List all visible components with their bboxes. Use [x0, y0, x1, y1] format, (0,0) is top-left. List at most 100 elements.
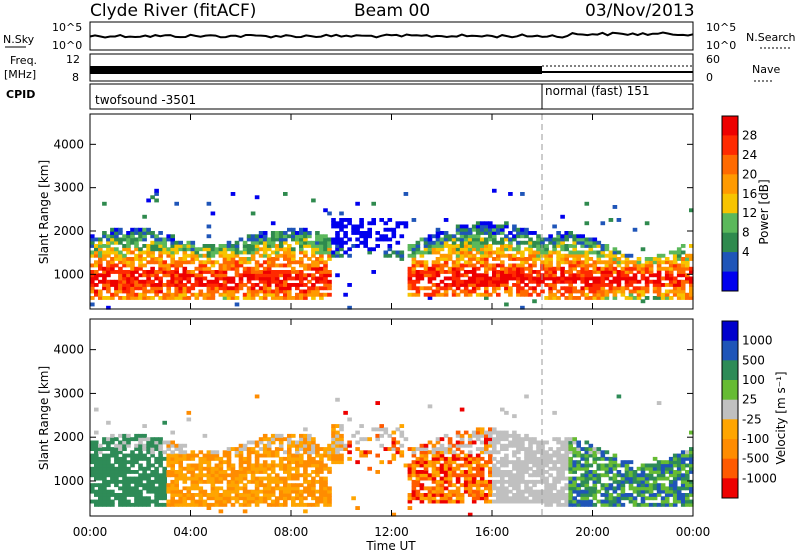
heatmap-cell [202, 244, 208, 248]
heatmap-cell [154, 273, 159, 278]
heatmap-cell [299, 447, 304, 451]
heatmap-cell [303, 240, 308, 245]
heatmap-cell [496, 437, 501, 442]
heatmap-cell [492, 270, 497, 274]
heatmap-cell [556, 460, 561, 465]
heatmap-cell [656, 260, 662, 265]
heatmap-cell [94, 499, 99, 504]
heatmap-cell [435, 447, 441, 451]
heatmap-cell [270, 237, 276, 242]
heatmap-cell [516, 231, 521, 235]
heatmap-cell [278, 240, 284, 245]
heatmap-cell [174, 483, 179, 488]
heatmap-cell [520, 447, 525, 451]
heatmap-cell [467, 253, 473, 258]
heatmap-cell [110, 433, 115, 438]
heatmap-cell [435, 247, 441, 252]
heatmap-cell [194, 499, 200, 504]
heatmap-cell [492, 234, 497, 239]
heatmap-cell [479, 221, 485, 226]
heatmap-cell [508, 276, 513, 281]
heatmap-cell [596, 489, 602, 494]
heatmap-cell [560, 460, 565, 465]
heatmap-cell [206, 479, 212, 484]
heatmap-cell [230, 476, 236, 481]
heatmap-cell [323, 273, 328, 278]
heatmap-cell [648, 266, 654, 271]
heatmap-cell [303, 234, 308, 239]
heatmap-cell [327, 273, 332, 278]
heatmap-cell [266, 493, 272, 497]
heatmap-cell [664, 289, 670, 294]
heatmap-cell [270, 273, 276, 278]
heatmap-cell [600, 273, 606, 278]
heatmap-cell [431, 240, 437, 245]
heatmap-cell [524, 283, 529, 287]
heatmap-cell [680, 270, 686, 274]
heatmap-cell [118, 479, 123, 484]
heatmap-cell [520, 286, 525, 291]
heatmap-cell [234, 253, 240, 258]
heatmap-cell [564, 270, 569, 274]
heatmap-cell [608, 289, 614, 294]
heatmap-cell [484, 296, 489, 300]
heatmap-cell [375, 470, 380, 474]
heatmap-cell [552, 410, 557, 415]
heatmap-cell [564, 493, 569, 497]
heatmap-cell [319, 253, 324, 258]
heatmap-cell [435, 456, 441, 461]
heatmap-cell [94, 443, 99, 448]
heatmap-cell [664, 283, 670, 287]
heatmap-cell [206, 201, 212, 206]
heatmap-cell [198, 476, 204, 481]
heatmap-cell [536, 292, 541, 297]
heatmap-cell [258, 263, 264, 268]
heatmap-cell [323, 247, 328, 252]
heatmap-cell [295, 466, 300, 471]
heatmap-cell [475, 240, 481, 245]
heatmap-cell [190, 456, 196, 461]
heatmap-cell [186, 486, 192, 491]
heatmap-cell [262, 286, 268, 291]
heatmap-cell [512, 433, 517, 438]
heatmap-cell [126, 231, 131, 235]
heatmap-cell [270, 240, 276, 245]
heatmap-cell [307, 292, 312, 297]
heatmap-cell [274, 231, 280, 235]
heatmap-cell [122, 270, 127, 274]
heatmap-cell [266, 502, 272, 507]
heatmap-cell [182, 253, 188, 258]
heatmap-cell [467, 486, 473, 491]
heatmap-cell [652, 496, 658, 501]
heatmap-cell [584, 279, 590, 284]
heatmap-cell [138, 433, 143, 438]
heatmap-cell [90, 286, 95, 291]
heatmap-cell [560, 244, 565, 248]
heatmap-cell [685, 496, 690, 501]
heatmap-cell [130, 489, 135, 494]
nsky-label: N.Sky [3, 33, 35, 46]
heatmap-cell [439, 443, 445, 448]
heatmap-cell [467, 463, 473, 468]
heatmap-cell [287, 276, 292, 281]
heatmap-cell [443, 473, 449, 478]
heatmap-cell [540, 463, 545, 468]
heatmap-cell [668, 260, 674, 265]
heatmap-cell [355, 224, 360, 229]
heatmap-cell [580, 479, 585, 484]
heatmap-cell [492, 443, 497, 448]
heatmap-cell [146, 447, 151, 451]
heatmap-cell [672, 460, 678, 465]
heatmap-cell [218, 247, 224, 252]
heatmap-cell [685, 499, 690, 504]
heatmap-cell [278, 466, 284, 471]
heatmap-cell [327, 286, 332, 291]
heatmap-cell [327, 283, 332, 287]
heatmap-cell [254, 247, 260, 252]
heatmap-cell [174, 250, 179, 255]
heatmap-cell [564, 496, 569, 501]
heatmap-cell [676, 499, 682, 504]
heatmap-cell [307, 244, 312, 248]
heatmap-cell [287, 489, 292, 494]
heatmap-cell [367, 231, 372, 235]
